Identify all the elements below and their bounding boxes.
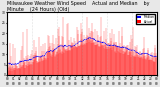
Legend: Median, Actual: Median, Actual: [136, 14, 155, 24]
Text: Milwaukee Weather Wind Speed    Actual and Median    by Minute    (24 Hours) (Ol: Milwaukee Weather Wind Speed Actual and …: [7, 1, 150, 12]
